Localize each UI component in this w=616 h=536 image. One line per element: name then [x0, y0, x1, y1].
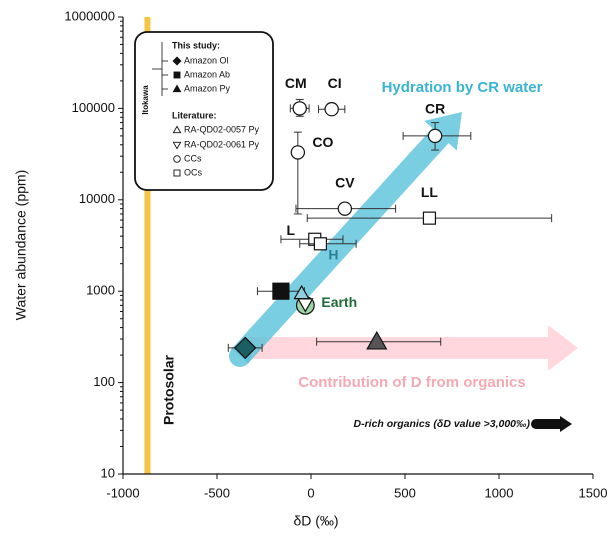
legend-marker [173, 155, 181, 163]
d-rich-arrow [536, 416, 572, 432]
y-axis-label: Water abundance (ppm) [13, 170, 29, 320]
point-label: LL [421, 184, 439, 200]
x-axis-label: δD (‰) [293, 513, 338, 529]
protosolar-label: Protosolar [161, 354, 177, 425]
point-label: Earth [321, 294, 357, 310]
annotation: Hydration by CR water [382, 79, 543, 96]
point-label: H [328, 247, 338, 263]
legend-marker [173, 169, 181, 177]
data-point [366, 330, 388, 350]
y-tick-label: 1000 [86, 283, 115, 298]
point-label: CI [328, 75, 342, 91]
legend-label: Amazon Ol [184, 55, 229, 65]
data-point [422, 211, 437, 225]
y-tick-label: 10 [101, 465, 115, 480]
data-point [337, 201, 353, 216]
data-point [272, 282, 290, 300]
legend-heading: Literature: [172, 110, 217, 120]
data-point [290, 145, 306, 160]
legend-label: OCs [184, 167, 203, 177]
data-point [297, 298, 314, 313]
point-label: CM [285, 75, 307, 91]
y-tick-label: 100 [93, 374, 115, 389]
protosolar-band [144, 17, 151, 474]
point-label: CR [425, 101, 445, 117]
data-point [427, 128, 443, 144]
x-tick-label: 500 [394, 485, 416, 500]
legend-marker [172, 125, 182, 134]
legend-marker [172, 56, 182, 66]
data-point [313, 237, 327, 251]
x-tick-label: 1000 [485, 485, 514, 500]
y-tick-label: 1000000 [64, 8, 115, 23]
data-point [233, 336, 257, 360]
point-label: L [286, 222, 295, 238]
hydration-arrow [231, 112, 462, 364]
y-tick-label: 100000 [72, 100, 115, 115]
legend-marker [172, 84, 182, 93]
organics-arrow [250, 325, 578, 371]
x-tick-label: 0 [307, 485, 314, 500]
y-tick-label: 10000 [79, 191, 115, 206]
annotation: Contribution of D from organics [298, 374, 525, 391]
point-label: CV [335, 174, 355, 190]
legend-label: RA-QD02-0057 Py [184, 124, 260, 134]
legend-bracket-label: Itokawa [141, 85, 150, 115]
legend-label: CCs [184, 153, 202, 163]
data-point [324, 102, 339, 117]
legend-label: Amazon Ab [184, 69, 230, 79]
annotation: D-rich organics (δD value >3,000‰) [353, 418, 530, 430]
legend-label: RA-QD02-0061 Py [184, 139, 260, 149]
legend-box [134, 31, 274, 191]
legend-heading: This study: [172, 40, 220, 50]
x-tick-label: -500 [204, 485, 230, 500]
legend-marker [173, 71, 181, 79]
x-tick-label: 1500 [579, 485, 608, 500]
point-label: CO [312, 134, 333, 150]
x-tick-label: -1000 [106, 485, 139, 500]
data-point [292, 101, 307, 116]
legend-marker [172, 141, 182, 150]
legend-label: Amazon Py [184, 83, 231, 93]
legend: This study: Literature: Amazon Ol Amazon Ab… [134, 31, 274, 191]
d-rich-arrow-tail [531, 419, 541, 429]
